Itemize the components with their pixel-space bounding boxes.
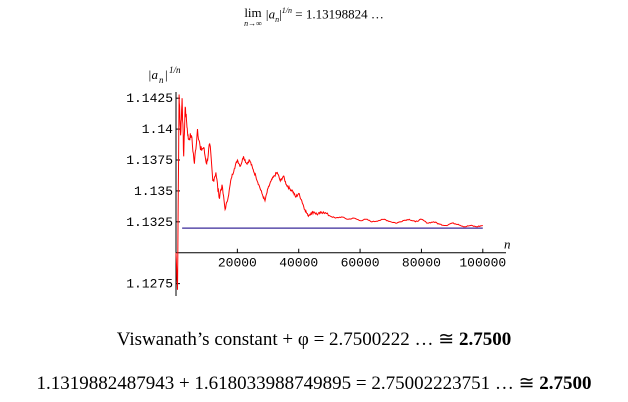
abs-close: | xyxy=(279,6,282,22)
y-tick-label: 1.1325 xyxy=(126,215,173,230)
y-label-close: | xyxy=(165,67,168,82)
lim-word: lim xyxy=(244,5,262,20)
x-axis-label: n xyxy=(504,237,511,252)
limit-exponent: 1/n xyxy=(281,6,293,15)
x-tick-label: 80000 xyxy=(402,256,441,271)
limit-value: = 1.13198824 … xyxy=(292,6,384,22)
equation-numeric: 1.1319882487943 + 1.618033988749895 = 2.… xyxy=(0,372,628,395)
chart-ticks: 1.1425 1.14 1.1375 1.135 1.1325 1.1275 20000 40… xyxy=(126,91,506,291)
y-tick-label: 1.135 xyxy=(134,184,173,199)
abs-subscript: n xyxy=(275,14,280,24)
x-tick-label: 40000 xyxy=(279,256,318,271)
y-tick-label: 1.1425 xyxy=(126,91,173,106)
y-tick-label: 1.1375 xyxy=(126,153,173,168)
x-tick-label: 20000 xyxy=(218,256,257,271)
y-label-main: |a xyxy=(148,67,159,82)
equation-1-lhs: Viswanath’s constant + φ = 2.7500222 … ≅ xyxy=(116,329,459,350)
y-tick-label: 1.14 xyxy=(142,122,173,137)
equation-2-lhs: 1.1319882487943 + 1.618033988749895 = 2.… xyxy=(36,373,540,394)
sequence-line xyxy=(175,94,483,290)
equation-2-result: 2.7500 xyxy=(539,373,592,394)
abs-open: |a xyxy=(265,6,276,22)
y-axis-label: |a n | 1/n xyxy=(148,65,181,85)
x-label: n xyxy=(504,237,511,252)
equation-1-result: 2.7500 xyxy=(458,329,512,350)
y-label-sub: n xyxy=(159,75,164,85)
x-tick-label: 100000 xyxy=(459,256,506,271)
lim-subscript: n→∞ xyxy=(244,19,262,28)
y-tick-label: 1.1275 xyxy=(126,277,173,292)
equation-viswanath: Viswanath’s constant + φ = 2.7500222 … ≅… xyxy=(0,328,628,351)
x-tick-label: 60000 xyxy=(341,256,380,271)
y-label-exponent: 1/n xyxy=(169,65,181,75)
limit-formula: lim n→∞ |an|1/n = 1.13198824 … xyxy=(0,6,628,28)
limit-operator: lim n→∞ xyxy=(244,6,262,28)
chart-series xyxy=(175,94,483,290)
sequence-chart: |a n | 1/n 1.14251.141.13751.1351.13251.127… xyxy=(126,65,511,296)
